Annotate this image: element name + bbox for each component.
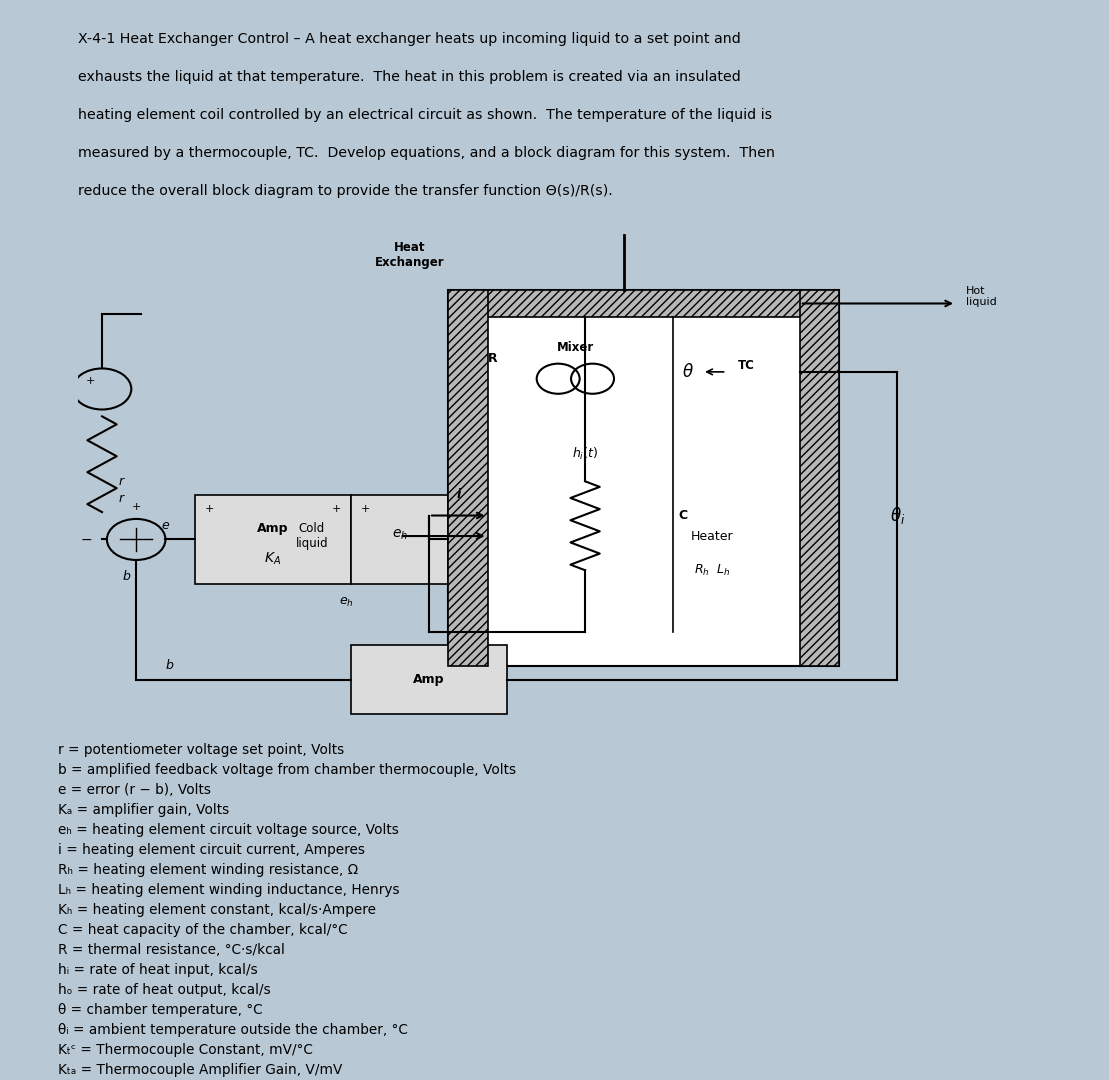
Text: X-4-1 Heat Exchanger Control – A heat exchanger heats up incoming liquid to a se: X-4-1 Heat Exchanger Control – A heat ex… [78, 32, 741, 46]
Text: R = thermal resistance, °C·s/kcal: R = thermal resistance, °C·s/kcal [58, 943, 285, 957]
Bar [448, 289, 488, 666]
Text: Rₕ = heating element winding resistance, Ω: Rₕ = heating element winding resistance,… [58, 863, 358, 877]
Bar [488, 318, 800, 666]
Text: e: e [162, 519, 170, 532]
Text: Amp: Amp [257, 523, 288, 536]
Text: b = amplified feedback voltage from chamber thermocouple, Volts: b = amplified feedback voltage from cham… [58, 762, 516, 777]
Bar [448, 289, 838, 318]
Text: $K_A$: $K_A$ [264, 551, 282, 567]
Text: Heat
Exchanger: Heat Exchanger [375, 241, 445, 269]
Text: $R_h\ \ L_h$: $R_h\ \ L_h$ [693, 563, 731, 578]
Text: C = heat capacity of the chamber, kcal/°C: C = heat capacity of the chamber, kcal/°… [58, 923, 347, 937]
Text: exhausts the liquid at that temperature.  The heat in this problem is created vi: exhausts the liquid at that temperature.… [78, 70, 741, 84]
Bar [195, 495, 350, 584]
Text: Heater: Heater [691, 529, 733, 542]
Text: Hot
liquid: Hot liquid [966, 286, 997, 308]
Text: i = heating element circuit current, Amperes: i = heating element circuit current, Amp… [58, 842, 365, 856]
Text: b: b [165, 660, 173, 673]
Text: Kₜₐ = Thermocouple Amplifier Gain, V/mV: Kₜₐ = Thermocouple Amplifier Gain, V/mV [58, 1063, 343, 1077]
Text: eₕ = heating element circuit voltage source, Volts: eₕ = heating element circuit voltage sou… [58, 823, 399, 837]
Bar [350, 495, 448, 584]
Text: TC: TC [737, 359, 754, 372]
Text: C: C [678, 509, 688, 522]
Text: θᵢ = ambient temperature outside the chamber, °C: θᵢ = ambient temperature outside the cha… [58, 1023, 408, 1037]
Text: −: − [81, 532, 92, 546]
Text: $e_h$: $e_h$ [338, 595, 354, 608]
Bar [448, 289, 838, 666]
Text: $e_h$: $e_h$ [391, 528, 408, 542]
Text: R: R [488, 352, 497, 365]
Text: Kₜᶜ = Thermocouple Constant, mV/°C: Kₜᶜ = Thermocouple Constant, mV/°C [58, 1043, 313, 1057]
Text: reduce the overall block diagram to provide the transfer function Θ(s)/R(s).: reduce the overall block diagram to prov… [78, 184, 612, 198]
Text: Mixer: Mixer [557, 341, 594, 354]
Text: heating element coil controlled by an electrical circuit as shown.  The temperat: heating element coil controlled by an el… [78, 108, 772, 122]
Text: $\theta$: $\theta$ [682, 363, 693, 381]
Text: +: + [85, 376, 95, 386]
Text: e = error (r − b), Volts: e = error (r − b), Volts [58, 783, 211, 797]
Text: +: + [205, 503, 214, 514]
Text: hᵢ = rate of heat input, kcal/s: hᵢ = rate of heat input, kcal/s [58, 963, 257, 977]
Text: $h_i(t)$: $h_i(t)$ [572, 446, 598, 462]
Text: θ = chamber temperature, °C: θ = chamber temperature, °C [58, 1003, 263, 1017]
Bar [800, 289, 838, 666]
Bar [350, 646, 507, 714]
Text: +: + [132, 502, 141, 512]
Text: +: + [360, 503, 370, 514]
Text: r: r [119, 475, 124, 488]
Text: b: b [122, 570, 131, 583]
Text: measured by a thermocouple, TC.  Develop equations, and a block diagram for this: measured by a thermocouple, TC. Develop … [78, 146, 774, 160]
Text: Kₐ = amplifier gain, Volts: Kₐ = amplifier gain, Volts [58, 802, 230, 816]
Text: Cold
liquid: Cold liquid [295, 522, 328, 550]
Text: +: + [332, 503, 340, 514]
Text: Amp: Amp [414, 673, 445, 686]
Text: Kₕ = heating element constant, kcal/s·Ampere: Kₕ = heating element constant, kcal/s·Am… [58, 903, 376, 917]
Text: $\theta_i$: $\theta_i$ [889, 505, 905, 526]
Text: Lₕ = heating element winding inductance, Henrys: Lₕ = heating element winding inductance,… [58, 882, 399, 896]
Text: r = potentiometer voltage set point, Volts: r = potentiometer voltage set point, Vol… [58, 743, 344, 757]
Text: r: r [119, 491, 124, 504]
Text: hₒ = rate of heat output, kcal/s: hₒ = rate of heat output, kcal/s [58, 983, 271, 997]
Text: i: i [456, 488, 460, 501]
